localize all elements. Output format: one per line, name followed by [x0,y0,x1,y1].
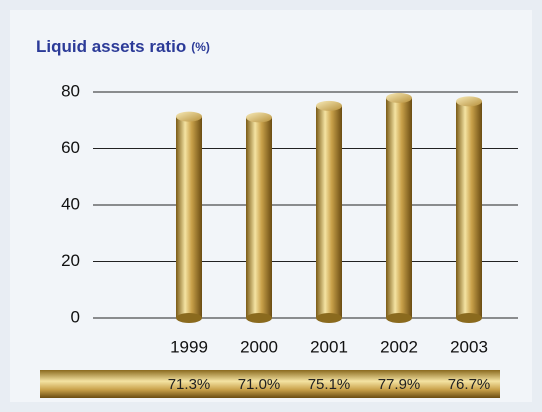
bar-cap [456,96,482,107]
value-label: 77.9% [378,376,421,393]
bar [316,105,342,318]
x-tick-label: 2000 [240,337,278,356]
bar-base [386,313,412,323]
bar [176,116,202,318]
bar [246,117,272,318]
y-tick-label: 80 [61,81,80,100]
value-label: 71.3% [168,376,211,393]
value-band [40,370,500,398]
bar-base [456,313,482,323]
value-label: 75.1% [308,376,351,393]
bar-base [246,313,272,323]
bar-cap [176,111,202,122]
chart-title: Liquid assets ratio (%) [36,37,210,56]
bar [386,97,412,319]
x-tick-label: 2001 [310,337,348,356]
y-tick-label: 40 [61,194,80,213]
bar-cap [316,100,342,111]
x-tick-label: 2003 [450,337,488,356]
y-tick-label: 0 [71,307,80,326]
title-unit: (%) [191,40,210,54]
y-tick-label: 60 [61,138,80,157]
y-tick-label: 20 [61,251,80,270]
x-tick-label: 1999 [170,337,208,356]
title-text: Liquid assets ratio [36,37,186,56]
bar-cap [386,92,412,103]
value-label: 76.7% [448,376,491,393]
bar-base [176,313,202,323]
bar-base [316,313,342,323]
value-label: 71.0% [238,376,281,393]
bar-cap [246,112,272,123]
bar [456,101,482,318]
x-tick-label: 2002 [380,337,418,356]
